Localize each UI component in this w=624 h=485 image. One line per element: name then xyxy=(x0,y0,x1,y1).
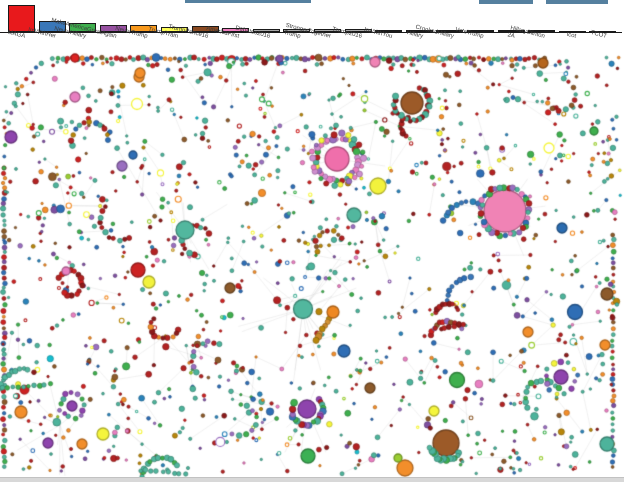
legend-label: HillaryClinton xyxy=(509,25,546,40)
legend-bar-TrumpPence16 xyxy=(191,25,219,32)
legend-bar-TCOT xyxy=(589,30,617,33)
legend-bar-CrookedHillary xyxy=(436,29,464,32)
bottom-divider xyxy=(0,477,624,482)
legend-bar-ImWithHer xyxy=(38,21,66,32)
top-edge-fragment xyxy=(479,0,533,4)
legend-label: VoteTrump xyxy=(454,26,485,40)
legend-bar-NeverHillary xyxy=(69,23,97,32)
legend-bar-NeverTrump xyxy=(130,24,158,32)
legend-bar-HillaryClinton xyxy=(528,30,556,33)
legend-bar-Hillary xyxy=(405,29,433,32)
legend-bar-2A xyxy=(497,30,525,33)
top-edge-fragment xyxy=(185,0,311,3)
legend-bar-StrongerTogether xyxy=(314,29,341,32)
legend-label: 2A xyxy=(506,32,516,40)
legend-bar-ImWithYou xyxy=(375,29,403,32)
legend-bar-Trump2016 xyxy=(344,29,372,32)
legend-bar-tcot xyxy=(558,30,586,33)
legend-bar-chart: MAGA ImWithHer NeverHillary MakeAmericaGrea… xyxy=(0,0,624,48)
legend-bar-MakeAmericaGreatAgain xyxy=(99,24,127,32)
legend-axis-line xyxy=(0,32,622,33)
legend-bar-AmericaFirst xyxy=(222,28,250,32)
legend-bar-TrumpTrain xyxy=(161,26,188,32)
legend-bar-Trump xyxy=(283,29,311,32)
legend-bar-Debates2016 xyxy=(252,28,280,32)
legend-bar-MAGA xyxy=(8,5,35,32)
legend-label: tcot xyxy=(565,31,577,40)
top-edge-fragment xyxy=(546,0,608,4)
legend-bar-VoteTrump xyxy=(467,30,494,32)
